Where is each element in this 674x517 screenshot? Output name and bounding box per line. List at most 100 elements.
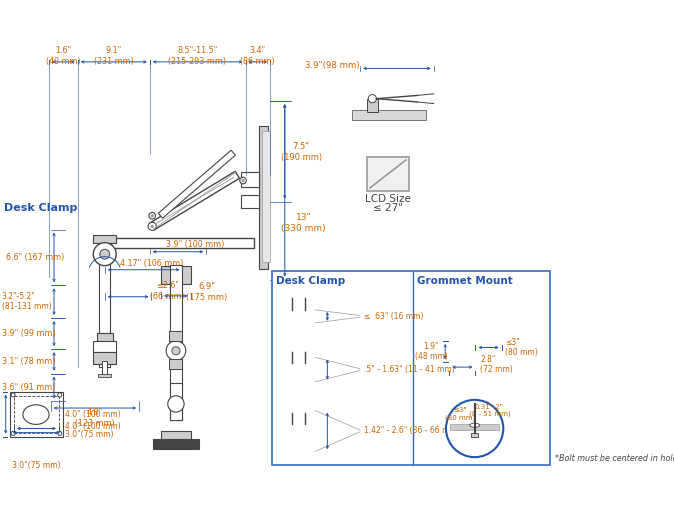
Bar — [452, 308, 472, 319]
Text: 4.17" (106 mm): 4.17" (106 mm) — [120, 258, 183, 268]
Circle shape — [299, 428, 303, 431]
Text: 3.1" (78 mm): 3.1" (78 mm) — [1, 357, 55, 366]
Bar — [241, 195, 259, 207]
Circle shape — [295, 428, 298, 431]
Bar — [284, 294, 313, 298]
Bar — [169, 359, 183, 369]
Text: ≤ .63" (16 mm): ≤ .63" (16 mm) — [364, 312, 424, 321]
Text: 3.9" (100 mm): 3.9" (100 mm) — [166, 240, 224, 249]
Polygon shape — [458, 392, 466, 398]
Bar — [471, 433, 478, 437]
Circle shape — [290, 313, 293, 316]
Circle shape — [166, 341, 186, 360]
Bar — [457, 323, 468, 341]
Circle shape — [305, 367, 308, 370]
Bar — [287, 362, 310, 374]
Circle shape — [93, 242, 116, 266]
Text: 3.2"-5.2"
(81-131 mm): 3.2"-5.2" (81-131 mm) — [1, 292, 51, 311]
Circle shape — [58, 393, 62, 397]
Bar — [153, 439, 199, 449]
Bar — [295, 436, 302, 446]
Text: ≤3"
(80 mm): ≤3" (80 mm) — [445, 407, 475, 420]
Bar — [161, 431, 191, 441]
Ellipse shape — [284, 290, 313, 296]
Ellipse shape — [284, 343, 313, 348]
Circle shape — [305, 428, 308, 431]
Bar — [10, 392, 63, 437]
Text: Desk Clamp: Desk Clamp — [276, 276, 345, 286]
Ellipse shape — [470, 423, 480, 427]
Text: 3.6" (91 mm): 3.6" (91 mm) — [1, 383, 55, 392]
Text: ≤ 27": ≤ 27" — [373, 203, 403, 214]
Bar — [259, 126, 268, 269]
Ellipse shape — [284, 404, 313, 410]
Text: ≤2.6"
(66 mm): ≤2.6" (66 mm) — [150, 281, 185, 301]
Circle shape — [148, 222, 156, 231]
Ellipse shape — [294, 382, 303, 386]
Text: *Bolt must be centered in hole.: *Bolt must be centered in hole. — [555, 454, 674, 463]
Circle shape — [294, 384, 303, 394]
Text: LCD Size: LCD Size — [365, 194, 411, 204]
Circle shape — [295, 367, 298, 370]
Bar — [450, 340, 475, 352]
Circle shape — [294, 331, 303, 341]
Bar — [262, 131, 270, 262]
Bar — [454, 361, 470, 371]
Text: ≤3"
(80 mm): ≤3" (80 mm) — [505, 338, 538, 357]
Bar — [272, 271, 550, 465]
Text: 9.1"
(231 mm): 9.1" (231 mm) — [94, 47, 133, 66]
Bar — [96, 333, 113, 343]
Circle shape — [150, 225, 154, 228]
Text: Grommet Mount: Grommet Mount — [417, 276, 513, 286]
Bar — [14, 396, 59, 433]
Bar — [295, 374, 302, 384]
Bar — [352, 110, 425, 120]
Polygon shape — [315, 357, 360, 382]
Text: 6.6" (167 mm): 6.6" (167 mm) — [5, 253, 64, 262]
Ellipse shape — [294, 444, 303, 448]
Bar — [458, 352, 466, 392]
Ellipse shape — [294, 329, 303, 333]
Bar — [284, 409, 313, 413]
Text: Desk Clamp: Desk Clamp — [4, 203, 78, 212]
Text: 0.31"-2"
(8 - 51 mm): 0.31"-2" (8 - 51 mm) — [468, 404, 510, 417]
Circle shape — [299, 367, 303, 370]
Text: 8.5"-11.5"
(215-293 mm): 8.5"-11.5" (215-293 mm) — [168, 47, 226, 66]
Bar — [297, 336, 301, 346]
Polygon shape — [150, 171, 239, 230]
Text: .5" - 1.63" (11 - 41 mm): .5" - 1.63" (11 - 41 mm) — [364, 365, 455, 374]
Bar — [102, 360, 107, 375]
Bar — [287, 423, 310, 435]
Circle shape — [149, 212, 156, 219]
Text: 6.9"
(175 mm): 6.9" (175 mm) — [187, 282, 228, 301]
Polygon shape — [315, 310, 360, 323]
Circle shape — [290, 367, 293, 370]
Circle shape — [241, 179, 245, 182]
Circle shape — [11, 393, 15, 397]
Bar — [99, 240, 111, 367]
Polygon shape — [315, 410, 360, 451]
Text: 3.0"(75 mm): 3.0"(75 mm) — [65, 430, 113, 439]
Text: 7.5"
(190 mm): 7.5" (190 mm) — [280, 142, 321, 162]
Circle shape — [58, 431, 62, 435]
Bar — [287, 309, 310, 321]
Bar — [295, 321, 302, 331]
Text: 4.0" (100 mm): 4.0" (100 mm) — [65, 422, 120, 431]
Bar — [93, 235, 116, 242]
Circle shape — [150, 214, 154, 217]
Bar — [169, 331, 183, 341]
Bar — [297, 451, 301, 461]
Circle shape — [305, 313, 308, 316]
Bar — [161, 266, 191, 284]
Text: 1.9"
(48 mm): 1.9" (48 mm) — [415, 342, 448, 361]
Ellipse shape — [23, 405, 49, 424]
Text: 3.0"(75 mm): 3.0"(75 mm) — [11, 461, 60, 470]
Text: 1.6"
(40 mm): 1.6" (40 mm) — [46, 47, 80, 66]
Bar — [367, 157, 409, 191]
Circle shape — [299, 313, 303, 316]
Circle shape — [446, 400, 503, 457]
Circle shape — [168, 396, 184, 412]
Circle shape — [100, 249, 110, 259]
Text: 3.9"(98 mm): 3.9"(98 mm) — [305, 62, 359, 70]
Text: 3.9" (99 mm): 3.9" (99 mm) — [1, 329, 55, 338]
